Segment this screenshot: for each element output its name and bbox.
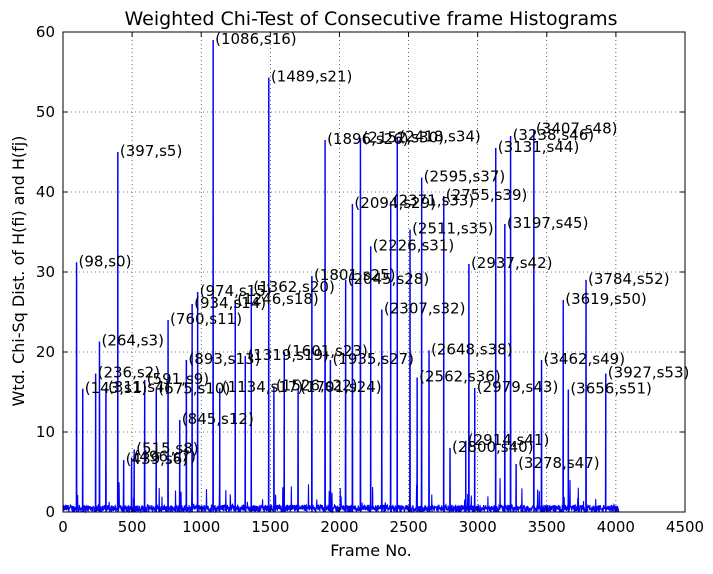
peak-label: (2226,s31) <box>373 236 455 254</box>
x-tick-label: 2500 <box>389 518 427 536</box>
peak-label: (2562,s36) <box>419 368 501 386</box>
y-tick-label: 0 <box>45 503 55 521</box>
peak-label: (974,s15) <box>200 282 272 300</box>
y-tick-label: 30 <box>36 263 55 281</box>
x-axis-label: Frame No. <box>330 541 412 560</box>
peak-label: (3927,s53) <box>608 364 690 382</box>
x-tick-label: 3500 <box>528 518 566 536</box>
y-tick-label: 50 <box>36 103 55 121</box>
chart-title: Weighted Chi-Test of Consecutive frame H… <box>124 8 617 30</box>
y-axis-label: Wtd. Chi-Sq Dist. of H(fi) and H(fj) <box>9 136 28 407</box>
peak-label: (2511,s35) <box>412 220 494 238</box>
peak-label: (760,s11) <box>170 310 242 328</box>
x-tick-label: 0 <box>58 518 68 536</box>
peak-label: (1319,s19) <box>247 346 329 364</box>
grid-lines <box>63 32 685 512</box>
peak-label: (2595,s37) <box>424 168 506 186</box>
peak-label: (3619,s50) <box>565 290 647 308</box>
peak-label: (2307,s32) <box>384 300 466 318</box>
peak-label: (439,s6) <box>126 450 188 468</box>
peak-label: (2152,s30) <box>362 128 444 146</box>
peak-label: (2937,s42) <box>471 254 553 272</box>
axis-ticks: 0 500 1000 1500 2000 2500 3000 3500 4000 4500 0 10 2… <box>36 23 704 536</box>
peak-label: (2914,s41) <box>468 431 550 449</box>
peak-label: (1489,s21) <box>271 68 353 86</box>
peak-label: (515,s8) <box>136 440 198 458</box>
x-tick-label: 2000 <box>320 518 358 536</box>
peak-label: (3784,s52) <box>588 270 670 288</box>
peak-label: (1086,s16) <box>215 30 297 48</box>
peak-label: (675,s10) <box>158 380 230 398</box>
peak-label: (3407,s48) <box>536 120 618 138</box>
peak-label: (2979,s43) <box>477 378 559 396</box>
peak-labels: (98,s0)(143,s1)(236,s2)(264,s3)(311,s4)(… <box>79 30 690 472</box>
peak-label: (1935,s27) <box>332 350 414 368</box>
peak-label: (1362,s20) <box>253 278 335 296</box>
peak-label: (3238,s46) <box>513 126 595 144</box>
peak-label: (3278,s47) <box>518 454 600 472</box>
peak-label: (236,s2) <box>98 364 160 382</box>
peak-label: (2755,s39) <box>446 186 528 204</box>
peak-label: (3197,s45) <box>507 214 589 232</box>
y-tick-label: 60 <box>36 23 55 41</box>
peak-label: (397,s5) <box>120 142 182 160</box>
peak-label: (496,s7) <box>134 448 196 466</box>
peak-label: (591,s9) <box>147 370 209 388</box>
peak-label: (3656,s51) <box>570 380 652 398</box>
x-tick-label: 1500 <box>251 518 289 536</box>
x-tick-label: 4500 <box>666 518 704 536</box>
x-tick-label: 4000 <box>597 518 635 536</box>
peak-label: (1801,s25) <box>314 266 396 284</box>
peak-label: (2418,s34) <box>399 128 481 146</box>
peak-label: (143,s1) <box>85 379 147 397</box>
peak-label: (893,s13) <box>188 350 260 368</box>
plot-area <box>62 39 620 514</box>
peak-label: (2648,s38) <box>431 340 513 358</box>
y-tick-label: 40 <box>36 183 55 201</box>
peak-label: (1601,s23) <box>286 342 368 360</box>
peak-label: (934,s14) <box>194 294 266 312</box>
peak-label: (3462,s49) <box>544 350 626 368</box>
peak-label: (1526,s22) <box>276 376 358 394</box>
peak-label: (3131,s44) <box>498 138 580 156</box>
peak-label: (1896,s26) <box>327 130 409 148</box>
peak-label: (1134,s17) <box>222 378 304 396</box>
x-tick-label: 3000 <box>459 518 497 536</box>
peak-label: (264,s3) <box>101 332 163 350</box>
x-tick-label: 500 <box>118 518 147 536</box>
peak-label: (845,s12) <box>182 410 254 428</box>
peak-label: (2371,s33) <box>393 192 475 210</box>
y-tick-label: 20 <box>36 343 55 361</box>
peak-label: (1701,s24) <box>300 378 382 396</box>
peak-label: (2800,s40) <box>452 438 534 456</box>
x-tick-label: 1000 <box>182 518 220 536</box>
y-tick-label: 10 <box>36 423 55 441</box>
peak-label: (2094,s29) <box>354 194 436 212</box>
peak-label: (1246,s18) <box>237 290 319 308</box>
peak-label: (2045,s28) <box>348 270 430 288</box>
peak-label: (98,s0) <box>79 252 132 270</box>
peak-label: (311,s4) <box>108 378 170 396</box>
